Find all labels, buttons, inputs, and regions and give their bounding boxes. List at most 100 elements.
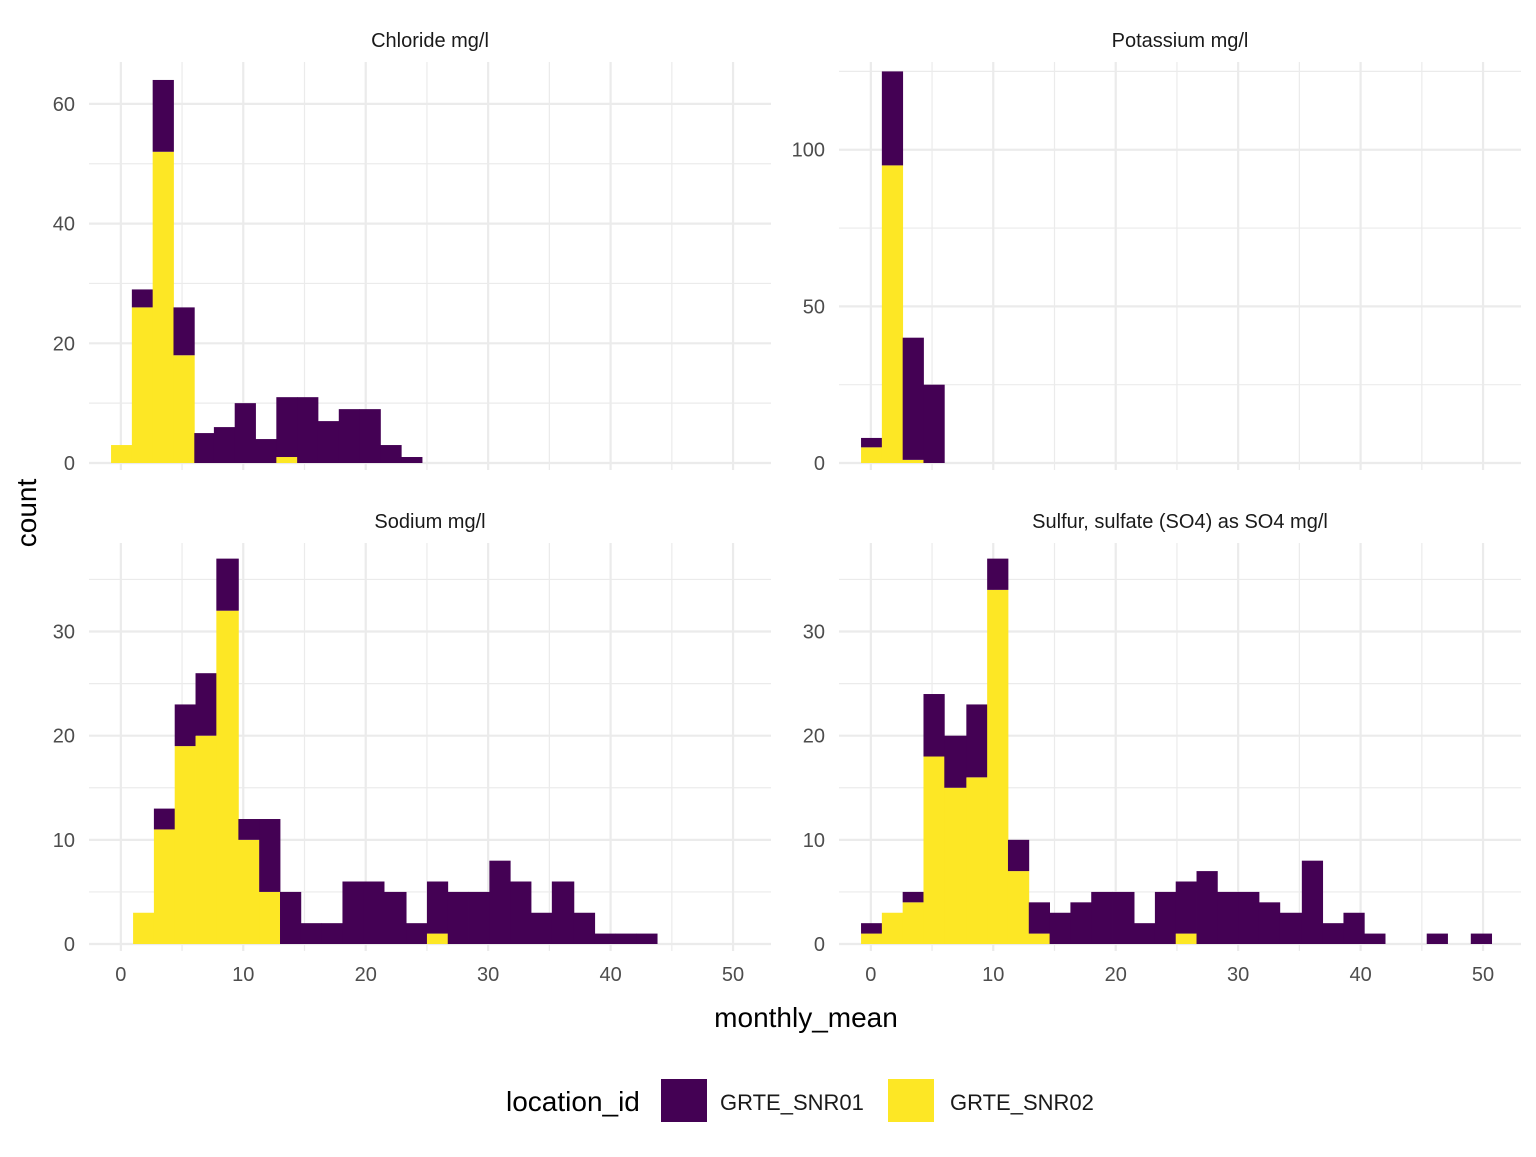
bar-grte-snr01 <box>297 397 319 463</box>
legend-title: location_id <box>506 1086 640 1117</box>
x-tick-label: 40 <box>599 964 621 986</box>
legend-swatch-grte-snr02 <box>888 1079 934 1122</box>
bar-grte-snr01 <box>489 860 511 944</box>
bar-grte-snr01 <box>1258 902 1281 944</box>
facet-title: Sulfur, sulfate (SO4) as SO4 mg/l <box>1032 511 1328 533</box>
bar-grte-snr02 <box>153 829 176 944</box>
bar-grte-snr01 <box>1154 891 1177 944</box>
bar-grte-snr02 <box>861 447 883 463</box>
bar-grte-snr01 <box>1134 923 1156 944</box>
bar-grte-snr01 <box>276 397 298 458</box>
legend: location_id GRTE_SNR01 GRTE_SNR02 <box>506 1079 1094 1122</box>
bar-grte-snr01 <box>615 933 637 944</box>
bar-grte-snr01 <box>1301 860 1324 944</box>
bar-grte-snr01 <box>238 819 260 840</box>
bar-grte-snr01 <box>987 558 1009 590</box>
bar-grte-snr01 <box>923 384 945 463</box>
bar-grte-snr02 <box>238 839 260 944</box>
bar-grte-snr01 <box>1028 902 1050 934</box>
bar-grte-snr02 <box>881 912 904 944</box>
y-tick-label: 10 <box>803 830 825 852</box>
bar-grte-snr01 <box>213 427 236 463</box>
bar-grte-snr01 <box>321 923 343 944</box>
x-tick-label: 20 <box>355 964 377 986</box>
bar-grte-snr01 <box>902 337 924 460</box>
bar-grte-snr02 <box>1007 871 1030 944</box>
bar-grte-snr01 <box>359 409 381 463</box>
y-tick-label: 30 <box>803 622 825 644</box>
bar-grte-snr02 <box>966 777 988 944</box>
bar-grte-snr02 <box>276 457 298 463</box>
bar-grte-snr01 <box>1279 912 1303 944</box>
bar-grte-snr01 <box>447 891 469 944</box>
bar-grte-snr01 <box>363 881 385 944</box>
bar-grte-snr02 <box>426 933 449 944</box>
bar-grte-snr01 <box>1091 891 1113 944</box>
bar-grte-snr01 <box>944 735 967 788</box>
bar-grte-snr01 <box>1196 871 1218 944</box>
bar-grte-snr01 <box>216 558 239 611</box>
bar-grte-snr02 <box>216 610 239 944</box>
bar-grte-snr01 <box>342 881 364 944</box>
bar-grte-snr02 <box>923 756 945 944</box>
y-tick-label: 0 <box>64 453 75 475</box>
bar-grte-snr02 <box>987 589 1009 944</box>
bar-grte-snr01 <box>426 881 449 934</box>
x-tick-label: 40 <box>1349 964 1371 986</box>
bar-grte-snr01 <box>1343 912 1365 944</box>
y-tick-label: 0 <box>64 934 75 956</box>
bar-grte-snr01 <box>594 933 616 944</box>
bar-grte-snr01 <box>551 881 575 944</box>
bar-grte-snr01 <box>131 289 154 308</box>
bar-grte-snr01 <box>861 923 883 934</box>
bar-grte-snr01 <box>380 445 402 463</box>
bar-grte-snr01 <box>902 891 924 903</box>
x-tick-label: 50 <box>1472 964 1494 986</box>
bar-grte-snr01 <box>531 912 553 944</box>
bar-grte-snr02 <box>902 459 924 463</box>
bar-grte-snr02 <box>259 891 281 944</box>
y-tick-label: 30 <box>53 622 75 644</box>
bar-grte-snr01 <box>636 933 658 944</box>
bar-grte-snr02 <box>861 933 883 944</box>
bar-grte-snr02 <box>881 165 904 463</box>
x-tick-label: 20 <box>1105 964 1127 986</box>
facet-title: Sodium mg/l <box>374 511 485 533</box>
x-tick-label: 0 <box>115 964 126 986</box>
bar-grte-snr01 <box>1112 891 1135 944</box>
bar-grte-snr01 <box>510 881 532 944</box>
bar-grte-snr01 <box>1426 933 1448 944</box>
y-tick-label: 50 <box>803 296 825 318</box>
bar-grte-snr02 <box>111 445 133 463</box>
bar-grte-snr01 <box>573 912 596 944</box>
facet-panel-sulfur-sulfate-so4-as-so4-mg-l: 0 10 20 30 0 10 20 30 40 50 Sulfur, sulfate (SO4) … <box>803 511 1521 986</box>
bar-grte-snr01 <box>384 891 407 944</box>
y-tick-label: 100 <box>792 140 825 162</box>
x-tick-label: 10 <box>982 964 1004 986</box>
y-tick-label: 0 <box>814 934 825 956</box>
y-tick-label: 0 <box>814 453 825 475</box>
y-tick-label: 40 <box>53 214 75 236</box>
bar-grte-snr01 <box>259 819 281 892</box>
legend-label-grte-snr02: GRTE_SNR02 <box>950 1090 1094 1115</box>
facet-title: Chloride mg/l <box>371 30 489 52</box>
y-tick-label: 20 <box>53 333 75 355</box>
bar-grte-snr01 <box>317 421 340 463</box>
bar-grte-snr01 <box>966 704 988 778</box>
bar-grte-snr01 <box>255 439 277 463</box>
bar-grte-snr01 <box>153 808 176 830</box>
bar-grte-snr01 <box>401 457 423 463</box>
legend-swatch-grte-snr01 <box>661 1079 707 1122</box>
bar-grte-snr01 <box>1007 839 1030 872</box>
x-tick-label: 50 <box>722 964 744 986</box>
y-tick-label: 60 <box>53 94 75 116</box>
x-tick-label: 30 <box>477 964 499 986</box>
bar-grte-snr01 <box>195 673 217 736</box>
bar-grte-snr01 <box>468 891 490 944</box>
bar-grte-snr02 <box>902 902 924 944</box>
bar-grte-snr01 <box>338 409 360 463</box>
bar-grte-snr02 <box>133 912 155 944</box>
